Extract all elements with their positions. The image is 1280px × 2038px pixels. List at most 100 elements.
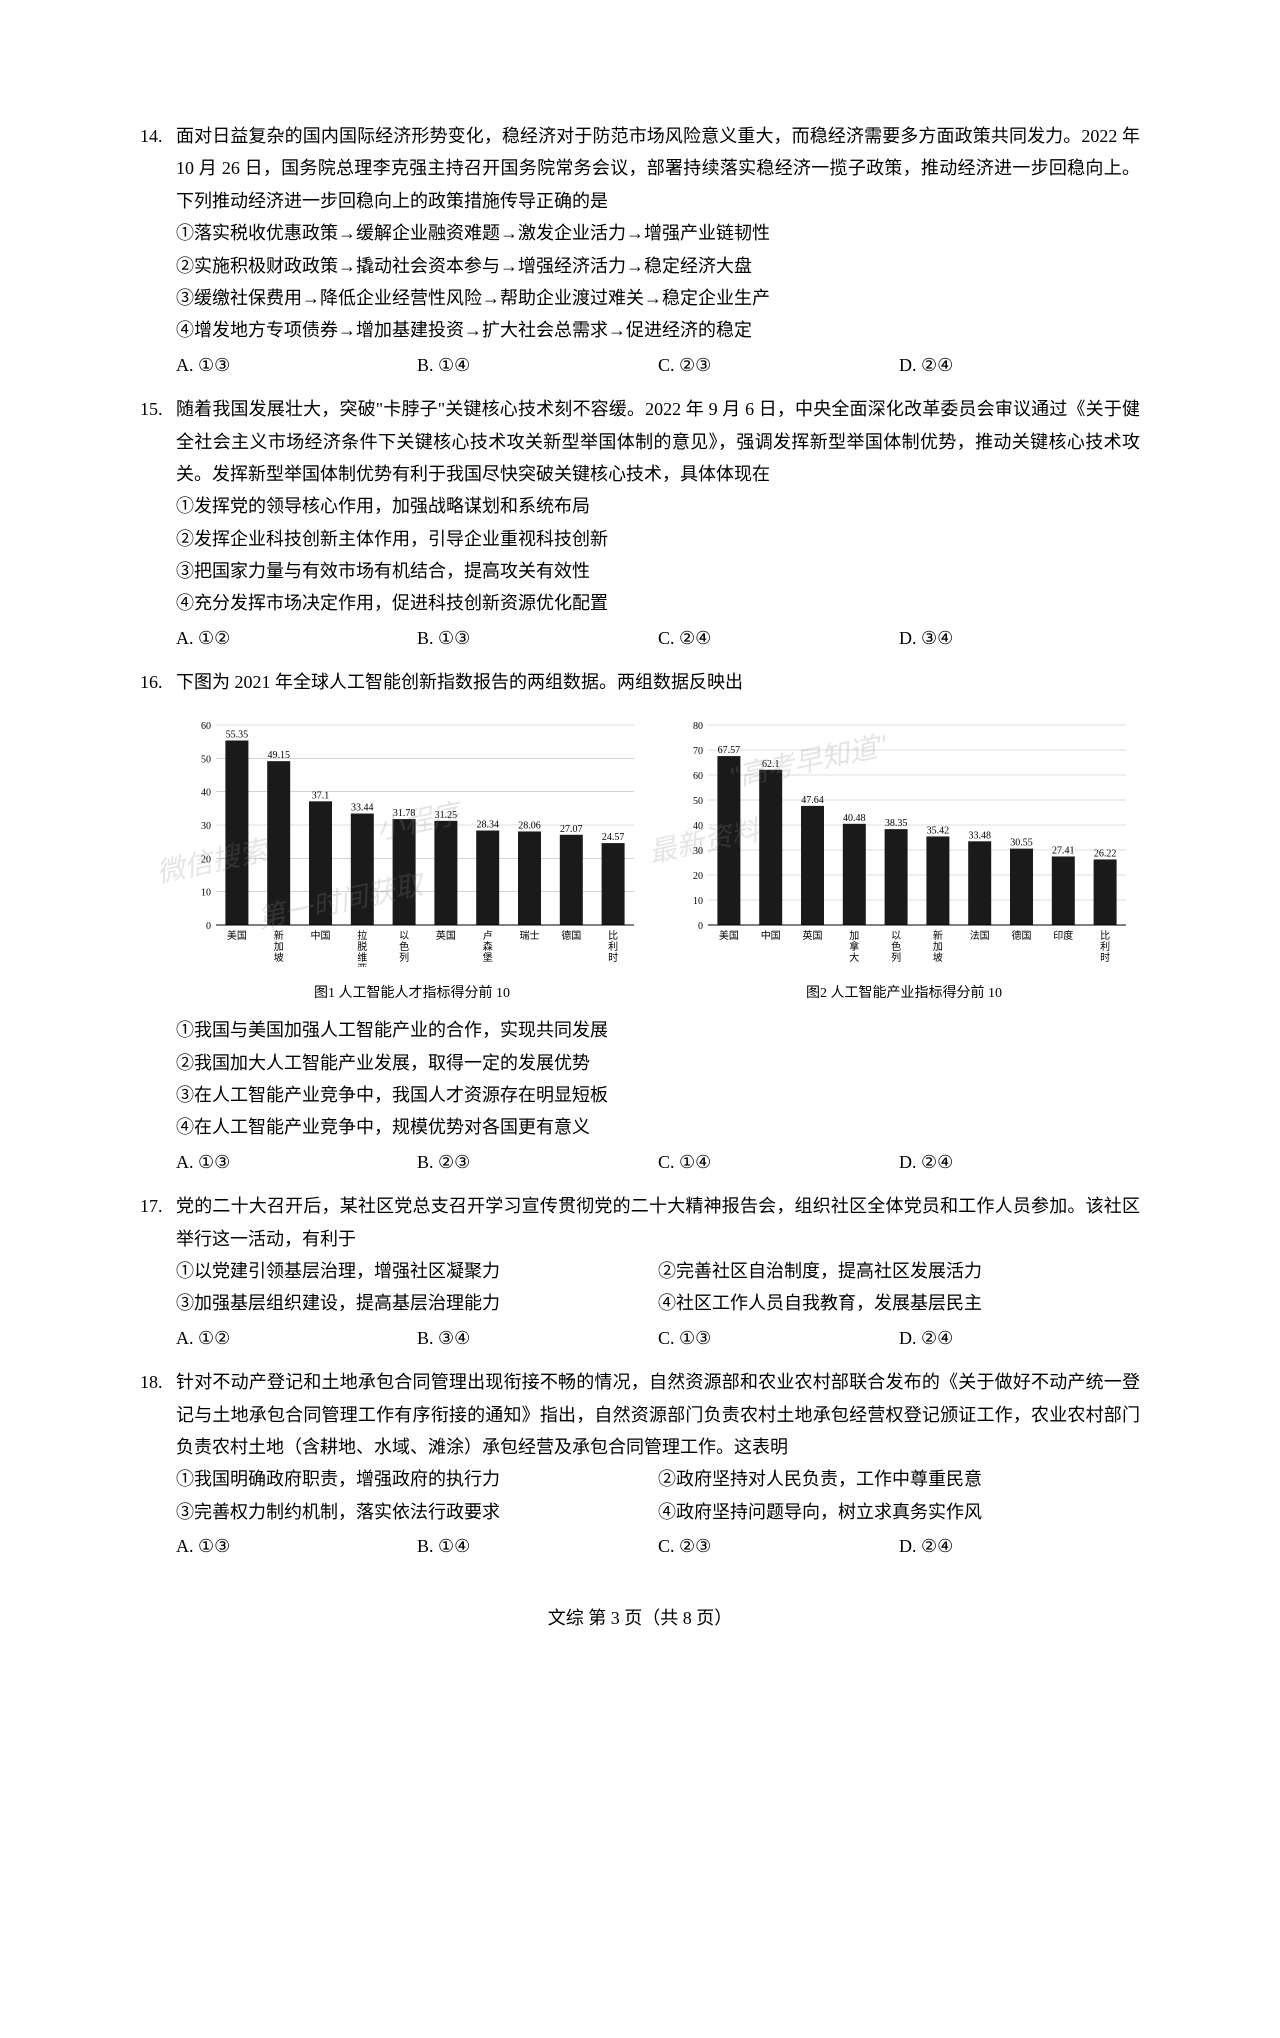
svg-text:33.48: 33.48 xyxy=(968,830,991,841)
svg-text:中国: 中国 xyxy=(311,929,331,942)
q14-num: 14. xyxy=(140,120,176,217)
q18-opt-c: C. ②③ xyxy=(658,1530,899,1562)
q15-line-4: ④充分发挥市场决定作用，促进科技创新资源优化配置 xyxy=(140,587,1140,619)
q17-stat-1: ①以党建引领基层治理，增强社区凝聚力 xyxy=(176,1255,658,1287)
q16-text: 下图为 2021 年全球人工智能创新指数报告的两组数据。两组数据反映出 xyxy=(176,666,1140,698)
chart-2-box: 0102030405060708067.57美国62.1中国47.64英国40.… xyxy=(668,707,1140,1007)
svg-text:80: 80 xyxy=(693,721,703,732)
chart-2: 0102030405060708067.57美国62.1中国47.64英国40.… xyxy=(668,707,1140,967)
q15-opt-a: A. ①② xyxy=(176,622,417,654)
q16-line-2: ②我国加大人工智能产业发展，取得一定的发展优势 xyxy=(140,1047,1140,1079)
q17-stat-4: ④社区工作人员自我教育，发展基层民主 xyxy=(658,1287,1140,1319)
q16-num: 16. xyxy=(140,666,176,698)
svg-text:40: 40 xyxy=(201,787,211,798)
svg-text:新加坡: 新加坡 xyxy=(933,929,943,964)
svg-text:30: 30 xyxy=(693,846,703,857)
svg-text:70: 70 xyxy=(693,746,703,757)
question-16: 16. 下图为 2021 年全球人工智能创新指数报告的两组数据。两组数据反映出 … xyxy=(140,666,1140,1178)
svg-text:24.57: 24.57 xyxy=(602,832,625,843)
svg-text:30.55: 30.55 xyxy=(1010,837,1033,848)
svg-text:瑞士: 瑞士 xyxy=(520,929,540,942)
q18-text: 针对不动产登记和土地承包合同管理出现衔接不畅的情况，自然资源部和农业农村部联合发… xyxy=(176,1366,1140,1463)
svg-text:印度: 印度 xyxy=(1053,929,1073,942)
svg-text:50: 50 xyxy=(693,796,703,807)
q16-charts: 010203040506055.35美国49.15新加坡37.1中国33.44拉… xyxy=(140,707,1140,1007)
svg-text:20: 20 xyxy=(201,854,211,865)
q16-line-1: ①我国与美国加强人工智能产业的合作，实现共同发展 xyxy=(140,1014,1140,1046)
q14-line-4: ④增发地方专项债券→增加基建投资→扩大社会总需求→促进经济的稳定 xyxy=(140,314,1140,346)
chart-1-box: 010203040506055.35美国49.15新加坡37.1中国33.44拉… xyxy=(176,707,648,1007)
svg-text:38.35: 38.35 xyxy=(885,818,908,829)
svg-text:31.78: 31.78 xyxy=(393,808,416,819)
svg-text:比利时: 比利时 xyxy=(1100,930,1110,964)
page-footer: 文综 第 3 页（共 8 页） xyxy=(140,1602,1140,1634)
q17-opt-b: B. ③④ xyxy=(417,1322,658,1354)
q18-stem: 18. 针对不动产登记和土地承包合同管理出现衔接不畅的情况，自然资源部和农业农村… xyxy=(140,1366,1140,1463)
q18-stat-1: ①我国明确政府职责，增强政府的执行力 xyxy=(176,1463,658,1495)
q17-options: A. ①② B. ③④ C. ①③ D. ②④ xyxy=(140,1322,1140,1354)
svg-text:10: 10 xyxy=(693,896,703,907)
q15-num: 15. xyxy=(140,393,176,490)
svg-text:31.25: 31.25 xyxy=(435,809,458,820)
q15-opt-b: B. ①③ xyxy=(417,622,658,654)
question-17: 17. 党的二十大召开后，某社区党总支召开学习宣传贯彻党的二十大精神报告会，组织… xyxy=(140,1190,1140,1354)
chart-1-caption: 图1 人工智能人才指标得分前 10 xyxy=(176,981,648,1006)
svg-text:0: 0 xyxy=(206,921,211,932)
svg-text:55.35: 55.35 xyxy=(226,729,249,740)
svg-text:50: 50 xyxy=(201,754,211,765)
svg-text:40: 40 xyxy=(693,821,703,832)
question-15: 15. 随着我国发展壮大，突破"卡脖子"关键核心技术刻不容缓。2022 年 9 … xyxy=(140,393,1140,654)
q14-stem: 14. 面对日益复杂的国内国际经济形势变化，稳经济对于防范市场风险意义重大，而稳… xyxy=(140,120,1140,217)
q16-opt-a: A. ①③ xyxy=(176,1146,417,1178)
q14-opt-c: C. ②③ xyxy=(658,349,899,381)
svg-text:卢森堡: 卢森堡 xyxy=(483,929,493,964)
svg-text:49.15: 49.15 xyxy=(267,750,290,761)
svg-text:35.42: 35.42 xyxy=(927,825,950,836)
q15-line-3: ③把国家力量与有效市场有机结合，提高攻关有效性 xyxy=(140,555,1140,587)
q17-num: 17. xyxy=(140,1190,176,1255)
q16-opt-d: D. ②④ xyxy=(899,1146,1140,1178)
question-18: 18. 针对不动产登记和土地承包合同管理出现衔接不畅的情况，自然资源部和农业农村… xyxy=(140,1366,1140,1562)
svg-text:0: 0 xyxy=(698,921,703,932)
q14-line-3: ③缓缴社保费用→降低企业经营性风险→帮助企业渡过难关→稳定企业生产 xyxy=(140,282,1140,314)
q14-options: A. ①③ B. ①④ C. ②③ D. ②④ xyxy=(140,349,1140,381)
q15-text: 随着我国发展壮大，突破"卡脖子"关键核心技术刻不容缓。2022 年 9 月 6 … xyxy=(176,393,1140,490)
q18-opt-a: A. ①③ xyxy=(176,1530,417,1562)
svg-text:美国: 美国 xyxy=(227,929,247,942)
q14-opt-b: B. ①④ xyxy=(417,349,658,381)
q14-text: 面对日益复杂的国内国际经济形势变化，稳经济对于防范市场风险意义重大，而稳经济需要… xyxy=(176,120,1140,217)
q18-stat-2: ②政府坚持对人民负责，工作中尊重民意 xyxy=(658,1463,1140,1495)
svg-text:中国: 中国 xyxy=(761,929,781,942)
svg-text:英国: 英国 xyxy=(436,929,456,942)
svg-text:40.48: 40.48 xyxy=(843,812,866,823)
svg-text:20: 20 xyxy=(693,871,703,882)
svg-text:37.1: 37.1 xyxy=(312,790,330,801)
q15-opt-d: D. ③④ xyxy=(899,622,1140,654)
q15-stem: 15. 随着我国发展壮大，突破"卡脖子"关键核心技术刻不容缓。2022 年 9 … xyxy=(140,393,1140,490)
q16-opt-b: B. ②③ xyxy=(417,1146,658,1178)
svg-text:60: 60 xyxy=(201,721,211,732)
q18-opt-b: B. ①④ xyxy=(417,1530,658,1562)
q14-line-2: ②实施积极财政政策→撬动社会资本参与→增强经济活力→稳定经济大盘 xyxy=(140,250,1140,282)
q16-line-3: ③在人工智能产业竞争中，我国人才资源存在明显短板 xyxy=(140,1079,1140,1111)
question-14: 14. 面对日益复杂的国内国际经济形势变化，稳经济对于防范市场风险意义重大，而稳… xyxy=(140,120,1140,381)
q17-opt-c: C. ①③ xyxy=(658,1322,899,1354)
svg-text:以色列: 以色列 xyxy=(399,931,409,964)
svg-text:33.44: 33.44 xyxy=(351,802,374,813)
svg-text:美国: 美国 xyxy=(719,929,739,942)
svg-text:30: 30 xyxy=(201,821,211,832)
q17-stat-2: ②完善社区自治制度，提高社区发展活力 xyxy=(658,1255,1140,1287)
svg-text:67.57: 67.57 xyxy=(718,745,741,756)
svg-text:新加坡: 新加坡 xyxy=(274,929,284,964)
q16-options: A. ①③ B. ②③ C. ①④ D. ②④ xyxy=(140,1146,1140,1178)
q18-num: 18. xyxy=(140,1366,176,1463)
q15-line-1: ①发挥党的领导核心作用，加强战略谋划和系统布局 xyxy=(140,490,1140,522)
svg-text:62.1: 62.1 xyxy=(762,758,780,769)
q16-opt-c: C. ①④ xyxy=(658,1146,899,1178)
q17-opt-a: A. ①② xyxy=(176,1322,417,1354)
q18-opt-d: D. ②④ xyxy=(899,1530,1140,1562)
svg-text:28.34: 28.34 xyxy=(476,819,499,830)
q18-stat-4: ④政府坚持问题导向，树立求真务实作风 xyxy=(658,1496,1140,1528)
svg-text:以色列: 以色列 xyxy=(891,931,901,964)
q15-line-2: ②发挥企业科技创新主体作用，引导企业重视科技创新 xyxy=(140,523,1140,555)
